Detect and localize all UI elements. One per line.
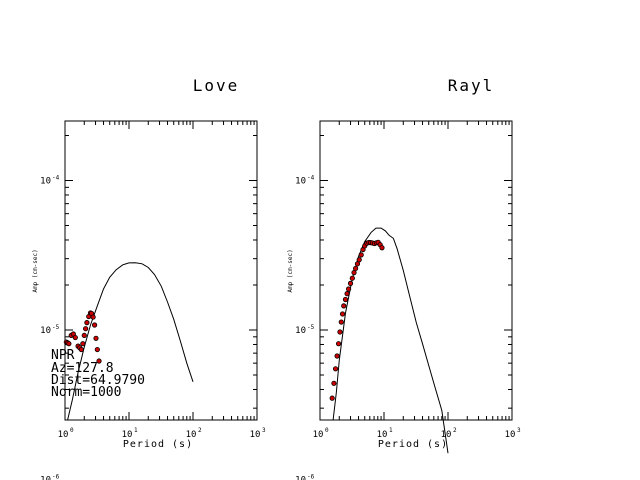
x-tick-label: 10 bbox=[250, 430, 261, 440]
y-tick-label: 10 bbox=[295, 176, 306, 186]
title-rayl: Rayl bbox=[448, 76, 495, 95]
y-tick-label: 10 bbox=[295, 326, 306, 336]
data-point bbox=[337, 329, 343, 335]
data-point bbox=[80, 341, 86, 347]
data-point bbox=[341, 303, 347, 309]
x-tick-label: 10 bbox=[505, 430, 516, 440]
data-point bbox=[342, 296, 349, 303]
data-point bbox=[334, 353, 340, 359]
y-tick-label-exponent: -6 bbox=[307, 473, 315, 480]
data-point bbox=[331, 380, 337, 386]
y-tick-label: 10 bbox=[295, 475, 306, 480]
data-point bbox=[332, 366, 339, 372]
data-point bbox=[347, 280, 354, 286]
data-point bbox=[344, 291, 350, 297]
y-tick-label-exponent: -5 bbox=[307, 324, 315, 331]
x-tick-label-exponent: 0 bbox=[325, 427, 329, 434]
plot-frame bbox=[64, 120, 258, 421]
data-point bbox=[96, 358, 102, 364]
title-love: Love bbox=[193, 76, 240, 95]
annotation-station: NPR bbox=[51, 348, 75, 363]
x-tick-label: 10 bbox=[58, 430, 69, 440]
plot-frame bbox=[319, 120, 513, 421]
data-point bbox=[339, 311, 346, 317]
data-point bbox=[90, 314, 96, 320]
data-point bbox=[329, 395, 335, 401]
data-point bbox=[93, 335, 99, 341]
x-tick-label: 10 bbox=[441, 430, 452, 440]
data-point bbox=[81, 332, 87, 339]
data-point bbox=[66, 341, 72, 347]
annotation-azimuth: Az=127.8 bbox=[51, 361, 114, 376]
data-point bbox=[349, 275, 355, 281]
data-point bbox=[78, 346, 84, 353]
data-point bbox=[351, 270, 357, 276]
y-tick-label-exponent: -5 bbox=[52, 324, 60, 331]
x-tick-label-exponent: 0 bbox=[70, 427, 74, 434]
x-tick-label-exponent: 2 bbox=[198, 427, 202, 434]
annotation-distance: Dist=64.9790 bbox=[51, 373, 145, 388]
annotation-norm: Norm=1000 bbox=[51, 385, 121, 400]
series-line bbox=[332, 227, 449, 454]
data-point bbox=[353, 265, 359, 272]
data-point bbox=[379, 245, 385, 251]
series-line bbox=[67, 262, 194, 421]
y-tick-label-exponent: -4 bbox=[52, 174, 60, 181]
x-tick-label: 10 bbox=[122, 430, 133, 440]
x-tick-label-exponent: 1 bbox=[134, 427, 138, 434]
ylabel-rayl: Amp (cm-sec) bbox=[287, 249, 294, 292]
data-point bbox=[84, 320, 90, 326]
y-tick-label: 10 bbox=[40, 176, 51, 186]
x-tick-label-exponent: 1 bbox=[389, 427, 393, 434]
x-tick-label: 10 bbox=[313, 430, 324, 440]
data-point bbox=[338, 319, 344, 325]
data-point bbox=[358, 252, 364, 258]
data-point bbox=[83, 326, 89, 332]
x-tick-label: 10 bbox=[186, 430, 197, 440]
x-tick-label-exponent: 3 bbox=[517, 427, 521, 434]
data-point bbox=[91, 322, 98, 328]
x-tick-label-exponent: 2 bbox=[453, 427, 457, 434]
data-point bbox=[335, 341, 342, 347]
y-tick-label-exponent: -4 bbox=[307, 174, 315, 181]
xlabel-love: Period (s) bbox=[123, 439, 193, 450]
y-tick-label-exponent: -6 bbox=[52, 473, 60, 480]
data-point bbox=[94, 346, 100, 353]
xlabel-rayl: Period (s) bbox=[378, 439, 448, 450]
data-point bbox=[346, 286, 352, 292]
y-tick-label: 10 bbox=[40, 326, 51, 336]
data-point bbox=[356, 257, 362, 263]
data-point bbox=[72, 334, 78, 341]
ylabel-love: Amp (cm-sec) bbox=[32, 249, 39, 292]
x-tick-label: 10 bbox=[377, 430, 388, 440]
y-tick-label: 10 bbox=[40, 475, 51, 480]
x-tick-label-exponent: 3 bbox=[262, 427, 266, 434]
